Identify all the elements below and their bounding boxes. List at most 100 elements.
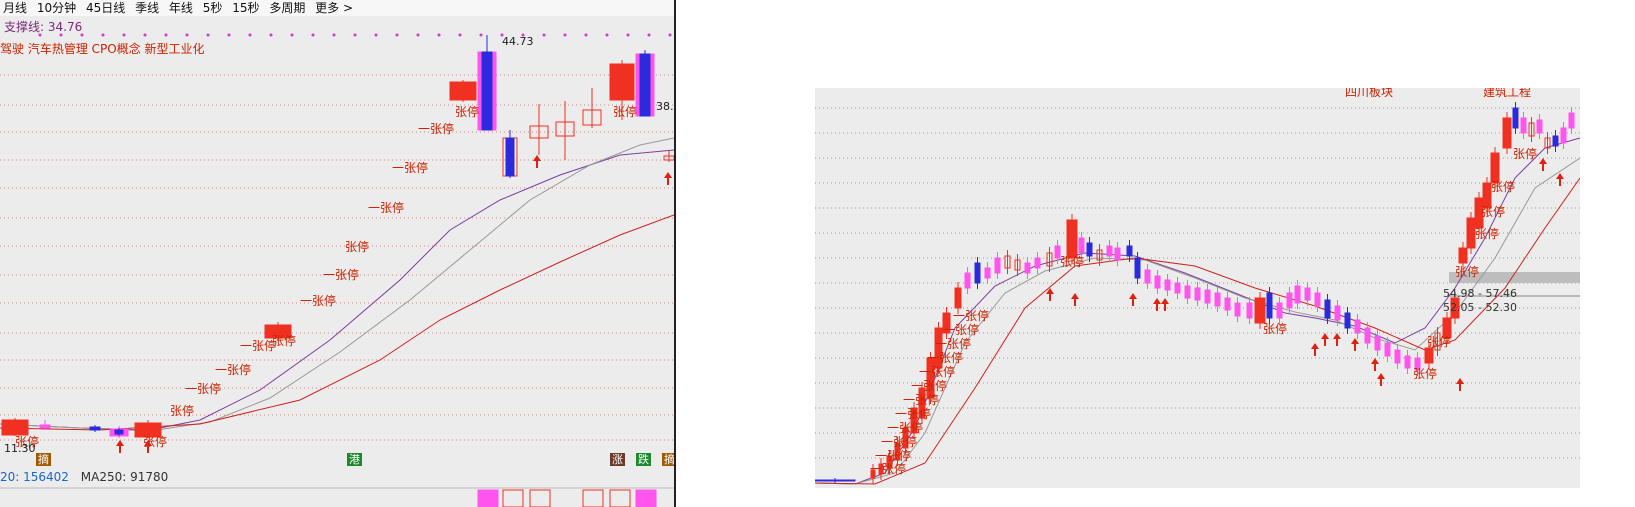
ma-long-line bbox=[0, 214, 674, 431]
candle-body bbox=[918, 387, 926, 419]
candle-body bbox=[1314, 292, 1321, 307]
limit-up-label: 张停 bbox=[1455, 264, 1479, 279]
support-dot bbox=[332, 33, 336, 37]
limit-up-label: 一张停 bbox=[887, 420, 923, 435]
candle-body bbox=[1354, 319, 1361, 334]
candle-body bbox=[910, 407, 918, 434]
candle-body bbox=[1014, 259, 1021, 271]
support-dot bbox=[374, 33, 378, 37]
candle-body bbox=[1106, 245, 1113, 257]
badge-zhai-2[interactable]: 摘 bbox=[662, 453, 674, 466]
buy-arrow-icon bbox=[1046, 288, 1054, 301]
candle-body bbox=[609, 63, 635, 101]
limit-up-label: 一张停 bbox=[935, 336, 971, 351]
period-yearly[interactable]: 年线 bbox=[168, 1, 193, 15]
support-dot bbox=[542, 33, 546, 37]
limit-up-label: 张停 bbox=[1513, 146, 1537, 161]
candle-body bbox=[1458, 247, 1468, 264]
low-price-label: 11.30 bbox=[4, 442, 36, 455]
candle-body bbox=[974, 262, 981, 284]
candle-body bbox=[878, 463, 884, 475]
period-multi[interactable]: 多周期 bbox=[269, 1, 306, 15]
candle-body bbox=[926, 357, 935, 399]
candle-body bbox=[1568, 112, 1575, 129]
badge-gang[interactable]: 港 bbox=[347, 453, 362, 466]
candle-body bbox=[994, 257, 1001, 274]
support-dot bbox=[101, 33, 105, 37]
candle-body bbox=[886, 455, 893, 469]
candle-body bbox=[894, 442, 901, 461]
period-5sec[interactable]: 5秒 bbox=[202, 1, 223, 15]
candle-body bbox=[1054, 245, 1061, 259]
support-dot bbox=[185, 33, 189, 37]
limit-up-label: 一张停 bbox=[911, 378, 947, 393]
limit-up-label: 一张停 bbox=[240, 338, 276, 353]
period-10min[interactable]: 10分钟 bbox=[36, 1, 77, 15]
candle-body bbox=[1024, 262, 1031, 274]
candle-body bbox=[449, 81, 477, 101]
limit-up-label: 一张停 bbox=[875, 448, 911, 463]
volume-bar bbox=[477, 489, 499, 507]
candle-body bbox=[1512, 107, 1519, 129]
badge-die[interactable]: 跌 bbox=[636, 453, 651, 466]
support-dot bbox=[206, 33, 210, 37]
limit-up-label: 张停 bbox=[1475, 226, 1499, 241]
candle-body bbox=[505, 137, 515, 177]
volume-bar bbox=[582, 489, 604, 507]
badge-zhai[interactable]: 摘 bbox=[36, 453, 51, 466]
buy-arrow-icon bbox=[1311, 343, 1319, 356]
support-dot bbox=[269, 33, 273, 37]
limit-up-label: 张停 bbox=[345, 239, 369, 254]
candle-body bbox=[1394, 349, 1401, 364]
candle-body bbox=[1276, 302, 1283, 319]
volume-bar bbox=[609, 489, 631, 507]
candle-body bbox=[1246, 302, 1253, 319]
support-dot bbox=[248, 33, 252, 37]
ma-long-line bbox=[815, 177, 1580, 485]
candle-body bbox=[1442, 317, 1452, 339]
candle-body bbox=[1450, 297, 1460, 319]
volume-bar bbox=[529, 489, 551, 507]
candle-body bbox=[1184, 285, 1191, 299]
candle-body bbox=[663, 155, 674, 161]
candle-body bbox=[1, 419, 29, 436]
support-dot bbox=[143, 33, 147, 37]
right-candlestick-chart[interactable]: 一张停一张停一张停一张停一张停一张停一张停一张停一张停一张停一张停一张停张停张停… bbox=[815, 88, 1580, 488]
candle-body bbox=[1552, 135, 1559, 147]
limit-up-label: 一张停 bbox=[927, 350, 963, 365]
candle-body bbox=[942, 312, 951, 334]
buy-arrow-icon bbox=[1333, 333, 1341, 346]
limit-up-label: 张停 bbox=[455, 104, 479, 119]
period-more[interactable]: 更多 > bbox=[315, 1, 354, 15]
candle-body bbox=[902, 427, 909, 449]
period-monthly[interactable]: 月线 bbox=[3, 1, 28, 15]
candle-body bbox=[1384, 342, 1391, 357]
candle-body bbox=[1266, 292, 1273, 319]
candle-body bbox=[582, 109, 602, 126]
ma120-value: 20: 156402 bbox=[0, 470, 69, 484]
limit-up-label: 张停 bbox=[1427, 334, 1451, 349]
period-quarterly[interactable]: 季线 bbox=[135, 1, 160, 15]
ma250-value: MA250: 91780 bbox=[80, 470, 169, 484]
candle-body bbox=[1304, 287, 1311, 301]
buy-arrow-icon bbox=[1539, 158, 1547, 171]
candle-body bbox=[114, 429, 124, 435]
right-chart-panel[interactable]: 一张停 一张停 一张停 一张停 一张停 一张停 一张停 一张停 一张停 一张停 一张停 一张停 张停 张停… bbox=[815, 88, 1580, 488]
candle-body bbox=[1344, 312, 1351, 329]
candle-body bbox=[1482, 182, 1492, 209]
candle-body bbox=[529, 125, 549, 139]
period-15sec[interactable]: 15秒 bbox=[232, 1, 260, 15]
candle-body bbox=[1224, 297, 1231, 311]
left-chart-panel[interactable]: 月线 10分钟 45日线 季线 年线 5秒 15秒 多周期 更多 > 张停 张停张… bbox=[0, 0, 674, 507]
limit-up-label: 张停 bbox=[15, 434, 39, 449]
buy-arrow-icon bbox=[1456, 378, 1464, 391]
limit-up-label: 一张停 bbox=[895, 406, 931, 421]
right-price-label: 38. bbox=[656, 100, 674, 113]
badge-zhang[interactable]: 涨 bbox=[610, 453, 625, 466]
limit-up-label: 张停 bbox=[1481, 204, 1505, 219]
support-dot bbox=[416, 33, 420, 37]
candle-body bbox=[1560, 127, 1567, 144]
period-45day[interactable]: 45日线 bbox=[85, 1, 126, 15]
candle-body bbox=[954, 287, 962, 309]
